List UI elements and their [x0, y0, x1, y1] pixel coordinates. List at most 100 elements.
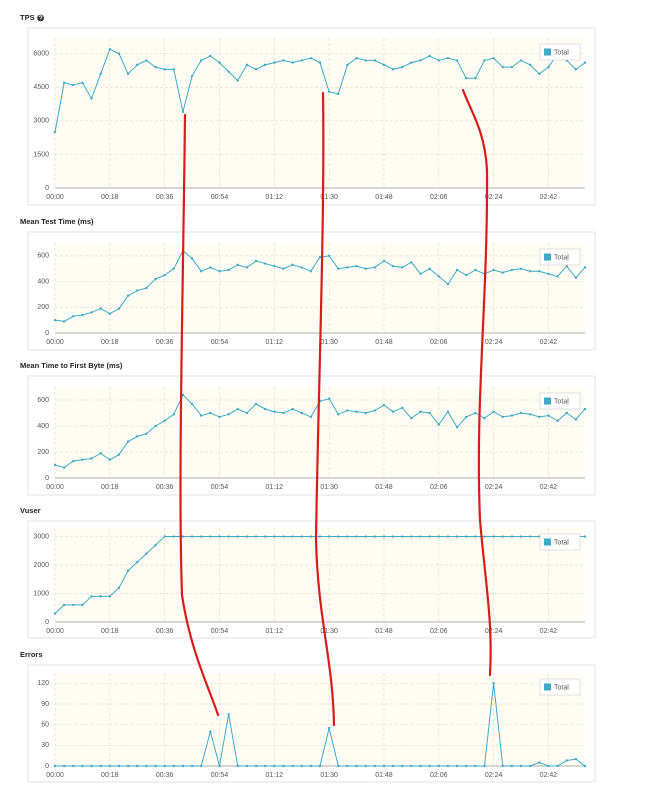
legend-box: [539, 533, 581, 551]
data-point: [282, 411, 285, 415]
data-point: [90, 764, 93, 768]
y-tick-label: 2000: [33, 562, 49, 569]
data-point: [446, 535, 450, 538]
x-tick-label: 01:12: [266, 484, 284, 491]
y-tick-label: 400: [37, 423, 49, 430]
legend-box: [539, 248, 581, 266]
x-tick-label: 02:24: [485, 194, 503, 201]
data-point: [547, 414, 550, 417]
data-point: [263, 407, 267, 411]
data-point: [254, 764, 258, 768]
data-point: [547, 65, 550, 69]
data-point: [465, 77, 468, 80]
data-point: [72, 315, 75, 318]
data-point: [327, 535, 331, 538]
data-point: [163, 273, 166, 277]
data-point: [391, 764, 395, 768]
data-point: [163, 419, 166, 422]
data-point: [236, 263, 239, 267]
data-point: [62, 320, 66, 323]
data-point: [337, 267, 340, 270]
data-point: [145, 286, 148, 290]
data-point: [474, 411, 477, 415]
x-tick-label: 00:54: [211, 628, 229, 635]
data-point: [291, 764, 294, 768]
legend-label: Total: [554, 49, 569, 56]
data-point: [190, 764, 194, 768]
x-tick-label: 01:12: [266, 628, 284, 635]
data-point: [391, 264, 395, 268]
data-point: [218, 535, 221, 538]
data-point: [346, 764, 349, 768]
data-point: [154, 277, 157, 281]
data-point: [163, 68, 166, 71]
annotations: [179, 88, 492, 727]
data-point: [519, 535, 523, 538]
y-tick-label: 0: [45, 763, 49, 770]
data-point: [99, 595, 102, 598]
x-tick-label: 00:36: [156, 628, 174, 635]
legend-swatch: [544, 538, 551, 546]
data-point: [483, 764, 486, 768]
data-point: [583, 61, 587, 64]
x-tick-label: 01:12: [266, 772, 284, 779]
data-point: [455, 764, 459, 768]
legend-swatch: [544, 253, 551, 261]
data-point: [181, 110, 185, 114]
data-point: [382, 764, 386, 768]
chart-title: TPS: [20, 13, 35, 22]
plot-area: [55, 38, 585, 188]
data-point: [419, 59, 422, 62]
x-tick-label: 02:06: [430, 339, 448, 346]
data-point: [282, 59, 285, 62]
data-point: [72, 83, 75, 87]
data-point: [583, 764, 587, 768]
data-point: [181, 393, 185, 396]
data-point: [556, 764, 559, 768]
data-point: [419, 764, 422, 768]
x-tick-label: 00:18: [101, 772, 119, 779]
data-point: [209, 266, 212, 269]
data-point: [126, 440, 130, 443]
data-point: [364, 764, 367, 768]
data-point: [90, 311, 93, 314]
data-point: [200, 270, 203, 273]
data-point: [145, 764, 148, 768]
data-point: [410, 61, 413, 64]
data-point: [401, 266, 404, 269]
legend-box: [539, 43, 581, 61]
x-tick-label: 02:06: [430, 628, 448, 635]
data-point: [483, 59, 486, 62]
data-point: [81, 764, 84, 768]
data-point: [510, 414, 514, 417]
data-point: [355, 764, 358, 768]
data-point: [501, 535, 504, 538]
data-point: [428, 535, 431, 538]
data-point: [108, 458, 112, 461]
data-point: [254, 535, 258, 538]
x-tick-label: 02:24: [485, 339, 503, 346]
data-point: [318, 61, 322, 64]
x-tick-label: 02:06: [430, 772, 448, 779]
data-point: [419, 410, 422, 413]
chart-title: Vuser: [20, 506, 41, 515]
data-point: [300, 59, 303, 62]
data-point: [391, 535, 395, 538]
data-point: [218, 270, 221, 273]
data-point: [172, 68, 175, 71]
x-tick-label: 00:18: [101, 194, 119, 201]
data-point: [126, 764, 130, 768]
data-point: [346, 409, 349, 412]
legend-box: [539, 678, 581, 696]
data-point: [99, 307, 102, 310]
data-point: [556, 275, 559, 278]
data-point: [364, 411, 367, 415]
x-tick-label: 00:36: [156, 772, 174, 779]
data-point: [154, 65, 157, 69]
x-tick-label: 00:54: [211, 772, 229, 779]
y-tick-label: 120: [37, 680, 49, 687]
data-point: [172, 764, 175, 768]
data-point: [446, 282, 450, 286]
x-tick-label: 02:06: [430, 194, 448, 201]
